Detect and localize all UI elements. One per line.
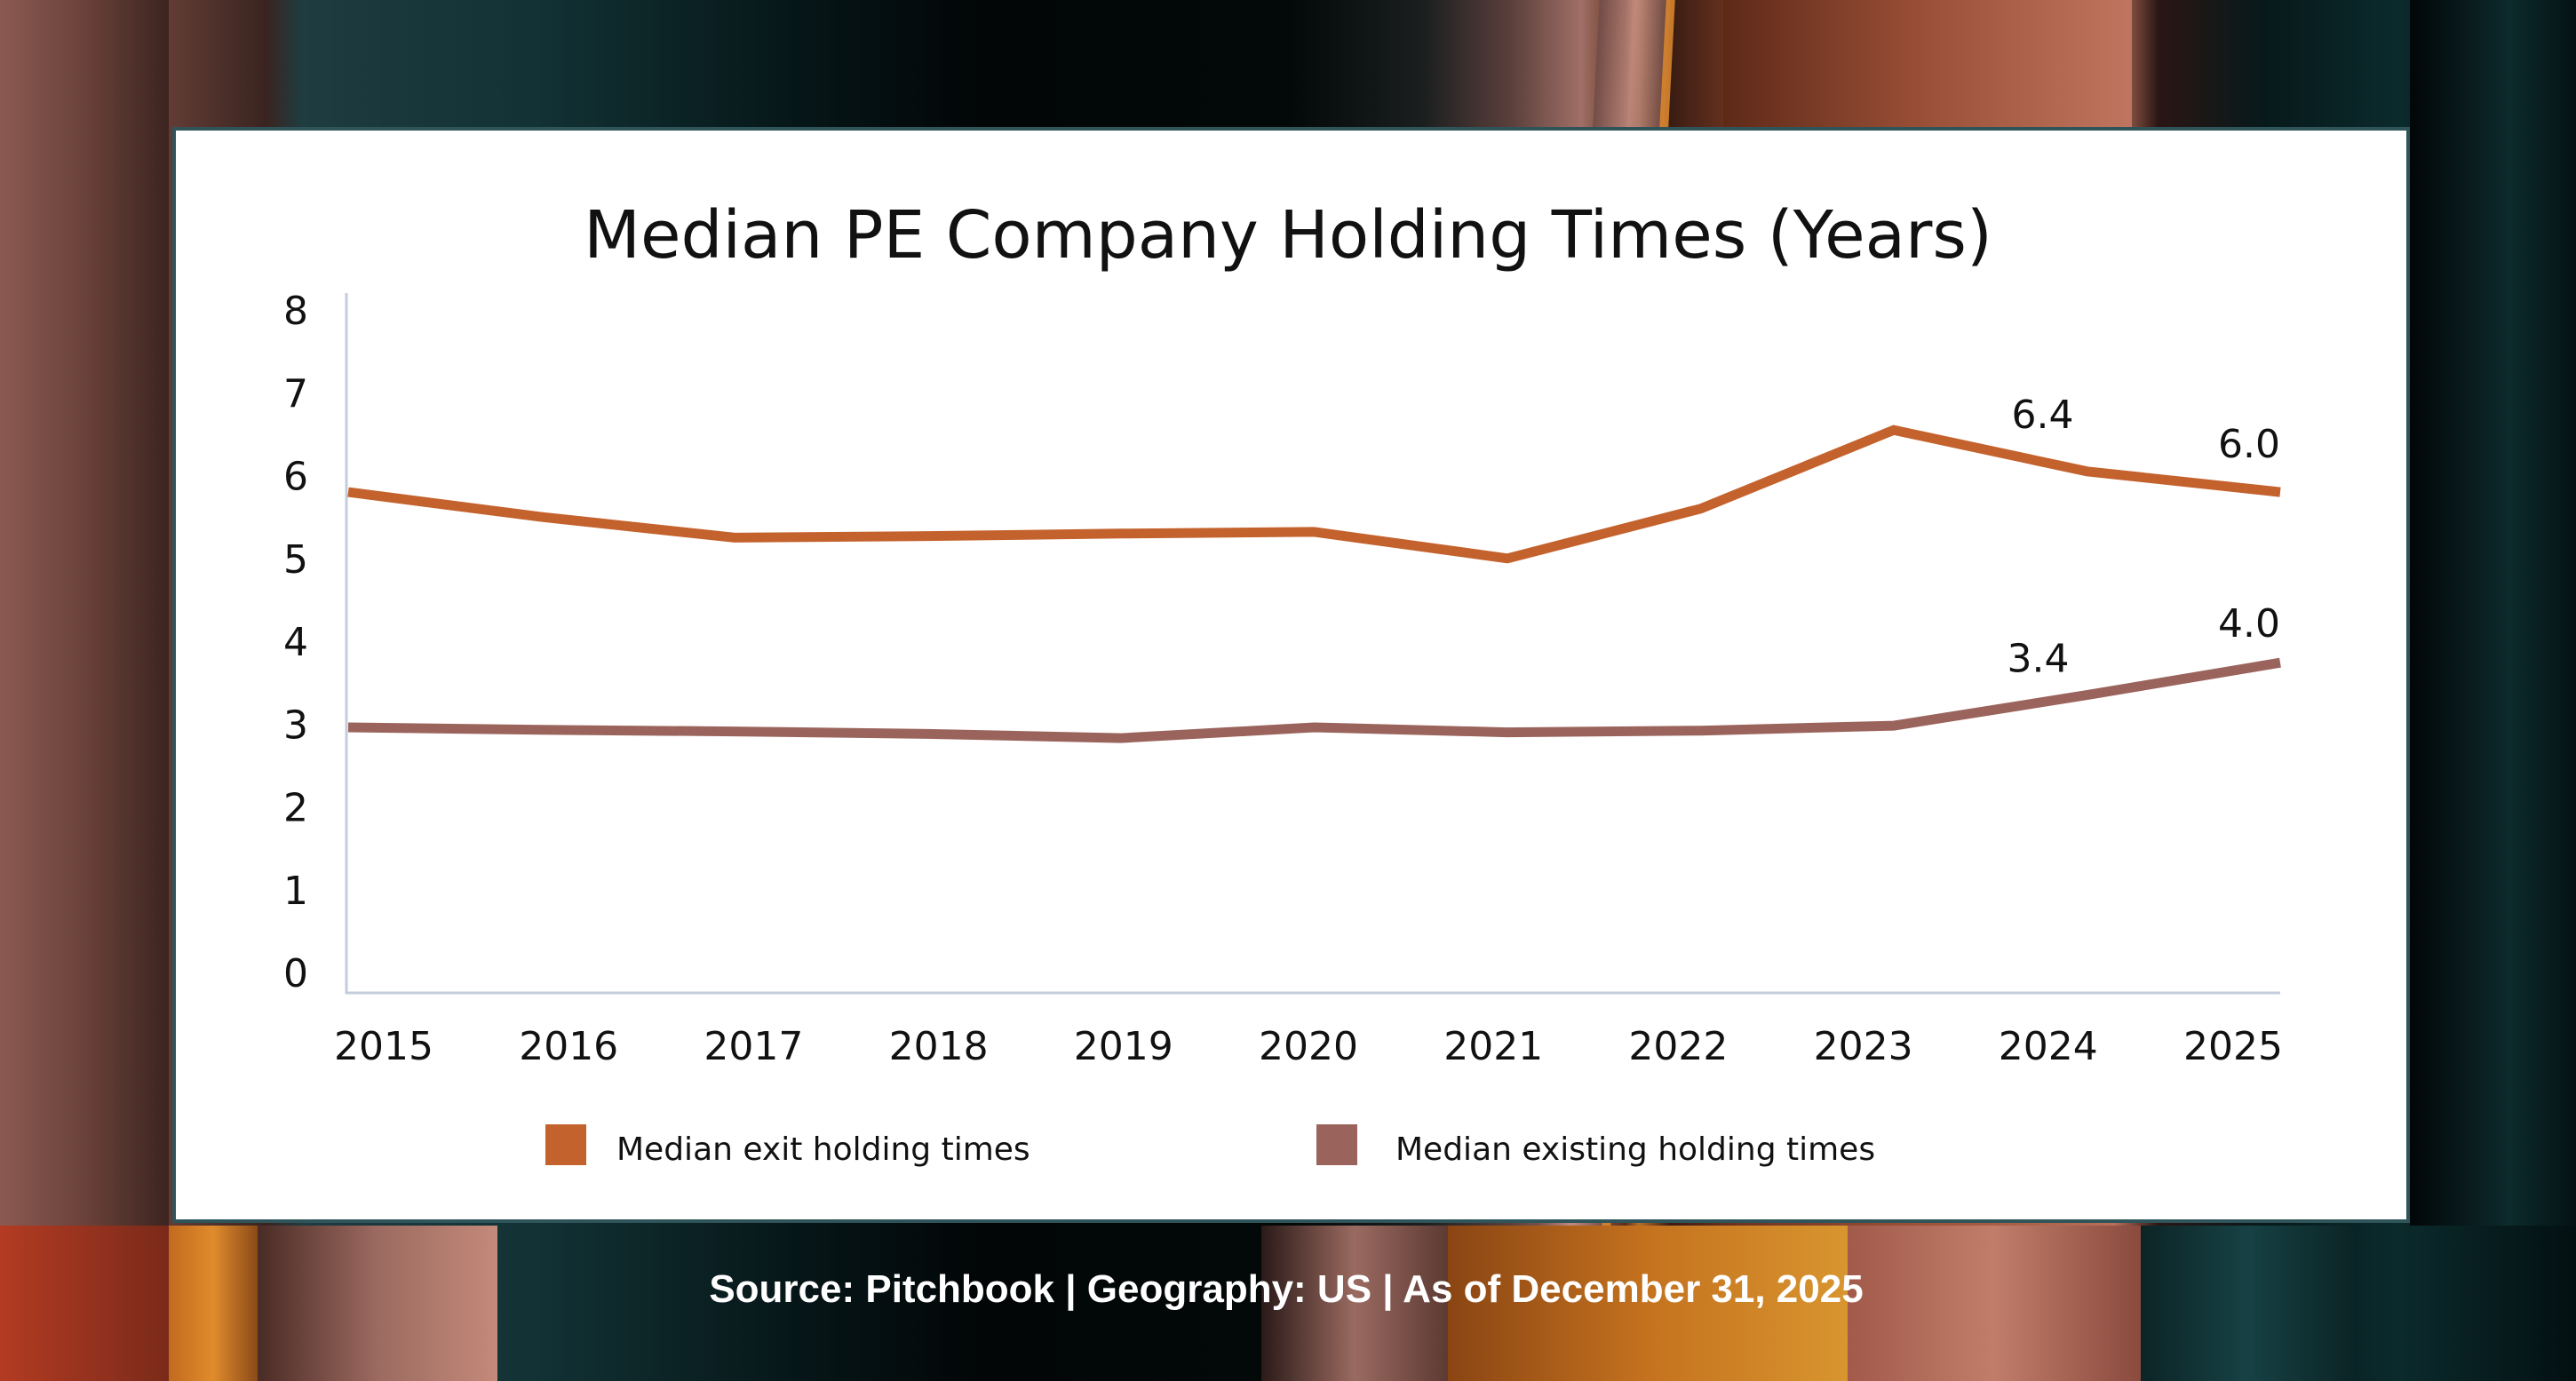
x-tick-label: 2023 bbox=[1814, 1024, 1913, 1069]
y-tick-label: 1 bbox=[283, 869, 308, 914]
y-tick-label: 3 bbox=[283, 702, 308, 748]
background-band bbox=[1448, 1226, 1848, 1381]
source-note: Source: Pitchbook | Geography: US | As o… bbox=[709, 1267, 1863, 1312]
x-tick-label: 2020 bbox=[1259, 1024, 1358, 1069]
data-labels: 6.4 6.0 3.4 4.0 bbox=[2008, 393, 2280, 682]
series-line-exit bbox=[347, 425, 2281, 564]
axes bbox=[345, 293, 2280, 995]
legend-label-exit: Median exit holding times bbox=[616, 1131, 1030, 1168]
legend-label-existing: Median existing holding times bbox=[1395, 1131, 1875, 1168]
x-tick-label: 2019 bbox=[1074, 1024, 1173, 1069]
background-band bbox=[0, 0, 169, 1226]
y-tick-label: 8 bbox=[283, 289, 308, 334]
y-tick-label: 4 bbox=[283, 620, 308, 665]
background-band bbox=[1261, 1226, 1448, 1381]
series-lines bbox=[347, 425, 2281, 743]
background-band bbox=[258, 1226, 497, 1381]
background-band bbox=[169, 1226, 258, 1381]
series-line-existing bbox=[347, 657, 2281, 743]
y-tick-labels: 0 1 2 3 4 5 6 7 8 bbox=[283, 289, 308, 996]
background-band bbox=[2141, 1226, 2354, 1381]
x-tick-label: 2017 bbox=[704, 1024, 803, 1069]
legend-swatch-exit bbox=[545, 1124, 586, 1165]
legend: Median exit holding times Median existin… bbox=[545, 1124, 1875, 1168]
x-tick-label: 2015 bbox=[334, 1024, 433, 1069]
data-label: 6.4 bbox=[2012, 393, 2074, 438]
background-band bbox=[0, 1226, 169, 1381]
data-label: 6.0 bbox=[2218, 422, 2280, 467]
legend-item-exit[interactable]: Median exit holding times bbox=[545, 1124, 1030, 1168]
y-tick-label: 6 bbox=[283, 455, 308, 500]
y-tick-label: 5 bbox=[283, 537, 308, 583]
y-tick-label: 2 bbox=[283, 786, 308, 831]
data-label: 3.4 bbox=[2008, 637, 2070, 682]
y-tick-label: 0 bbox=[283, 951, 308, 996]
background-band bbox=[2410, 0, 2576, 1226]
x-tick-label: 2016 bbox=[519, 1024, 618, 1069]
y-tick-label: 7 bbox=[283, 371, 308, 417]
data-label: 4.0 bbox=[2218, 601, 2280, 647]
x-tick-label: 2024 bbox=[1999, 1024, 2098, 1069]
x-tick-label: 2018 bbox=[889, 1024, 989, 1069]
x-tick-labels: 2015 2016 2017 2018 2019 2020 2021 2022 2023 2024… bbox=[334, 1024, 2283, 1069]
x-tick-label: 2021 bbox=[1443, 1024, 1543, 1069]
legend-swatch-existing bbox=[1316, 1124, 1357, 1165]
legend-item-existing[interactable]: Median existing holding times bbox=[1316, 1124, 1875, 1168]
x-tick-label: 2025 bbox=[2183, 1024, 2283, 1069]
chart-title: Median PE Company Holding Times (Years) bbox=[584, 197, 1992, 274]
background-band bbox=[1848, 1226, 2141, 1381]
x-tick-label: 2022 bbox=[1628, 1024, 1728, 1069]
chart-card bbox=[172, 127, 2410, 1223]
